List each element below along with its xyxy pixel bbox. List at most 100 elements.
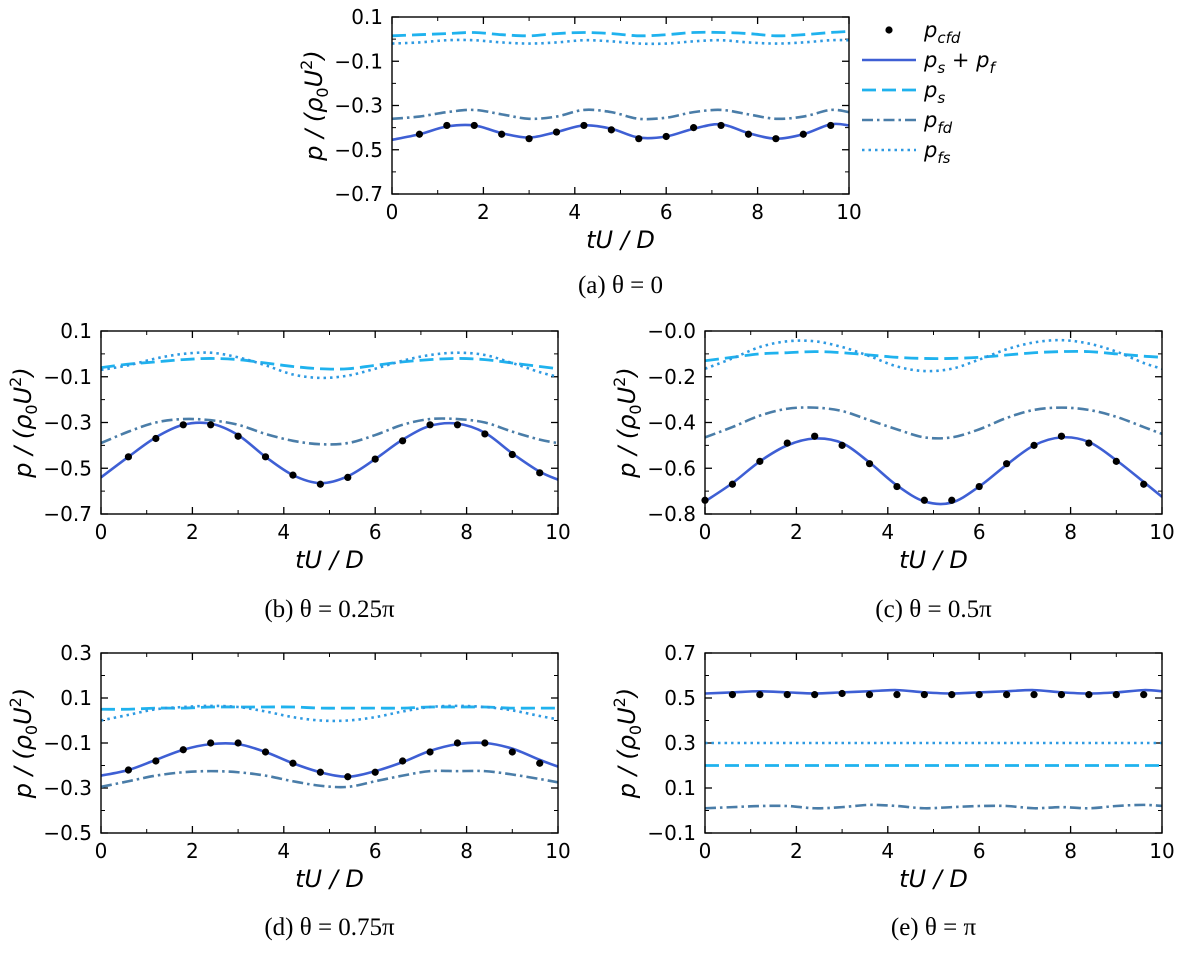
x-tick-label: 10 <box>836 200 861 224</box>
series-cfd-point <box>152 757 160 765</box>
series-cfd-point <box>152 434 160 443</box>
y-axis-label: p / (ρ0U2) <box>297 50 332 162</box>
x-tick-label: 0 <box>699 520 712 544</box>
plot-frame <box>100 652 559 834</box>
y-axis-label: p / (ρ0U2) <box>6 367 41 479</box>
x-tick-label: 4 <box>277 520 290 544</box>
series-cfd-point <box>124 453 133 461</box>
x-tick-label: 0 <box>95 839 108 863</box>
chart-panel-e: 0 2 4 6 8 10 −0.1 0.1 0.3 0.5 0.7 tU / D p / (ρ0U2) (… <box>610 641 1175 941</box>
series-cfd-point <box>1112 691 1120 699</box>
series-cfd-point <box>728 480 737 488</box>
x-tick-label: 6 <box>369 839 382 863</box>
series-cfd-point <box>811 432 819 440</box>
y-tick-label: −0.3 <box>334 94 383 118</box>
series-cfd-point <box>690 124 698 132</box>
series-cfd-point <box>426 748 434 756</box>
chart-panel-b: 0 2 4 6 8 10 −0.7 −0.5 −0.3 −0.1 0.1 tU / D p / (ρ0U… <box>6 319 571 623</box>
series-cfd-point <box>635 135 643 143</box>
series-cfd-point <box>261 453 270 461</box>
series-ps-line <box>392 29 849 38</box>
series-cfd-point <box>443 121 451 130</box>
series-cfd-point <box>316 768 324 776</box>
panel-caption: (d) θ = 0.75π <box>264 914 395 941</box>
series-ps-line <box>705 349 1162 363</box>
series-cfd-point <box>920 496 928 504</box>
series-cfd-point <box>344 773 352 781</box>
series-cfd-point <box>920 691 928 699</box>
series-cfd-point <box>289 471 297 479</box>
legend-item-pfs: pfs <box>862 138 951 167</box>
legend-item-ps: ps <box>862 78 945 107</box>
series-sum-line <box>705 688 1162 695</box>
series-cfd-point <box>975 482 983 491</box>
series-cfd-point <box>316 480 324 488</box>
panel-caption: (b) θ = 0.25π <box>264 596 395 623</box>
series-cfd-point <box>799 130 807 138</box>
y-tick-label: −0.3 <box>43 411 92 435</box>
chart-panel-c: 0 2 4 6 8 10 −0.8 −0.6 −0.4 −0.2 −0.0 tU / D p / (ρ0… <box>610 319 1175 623</box>
series-cfd-point <box>1085 439 1093 447</box>
x-tick-label: 6 <box>973 520 986 544</box>
x-tick-label: 0 <box>386 200 399 224</box>
y-tick-label: −0.5 <box>43 456 92 480</box>
y-tick-label: −0.1 <box>43 365 92 389</box>
series-sum-line <box>392 122 849 142</box>
legend-item-sum: ps + pf <box>862 48 997 77</box>
series-cfd-point <box>1057 691 1066 699</box>
y-tick-label: −0.3 <box>43 776 92 800</box>
legend-label: ps <box>923 78 945 107</box>
series-cfd-point <box>371 455 379 463</box>
series-cfd-point <box>1140 691 1148 699</box>
series-ps-line <box>101 357 558 371</box>
x-axis-label: tU / D <box>899 546 968 574</box>
series-cfd-point <box>525 135 533 143</box>
series-cfd-point <box>772 135 780 143</box>
series-cfd-point <box>426 421 434 429</box>
series-cfd-point <box>179 746 187 754</box>
y-axis-label: p / (ρ0U2) <box>610 367 645 479</box>
series-sum-line <box>705 435 1162 506</box>
series-cfd-point <box>975 691 983 699</box>
x-tick-label: 4 <box>568 200 581 224</box>
series-cfd-point <box>1112 457 1120 465</box>
series-cfd-point <box>811 691 819 699</box>
series-cfd-point <box>744 130 753 138</box>
x-tick-label: 8 <box>460 839 473 863</box>
y-tick-label: −0.7 <box>43 502 92 526</box>
chart-panel-a: 0 2 4 6 8 10 −0.7 −0.5 −0.3 −0.1 0.1 tU / D p / (ρ0U… <box>297 5 862 299</box>
series-pfd-line <box>101 417 558 446</box>
series-cfd-point <box>1057 432 1066 440</box>
y-tick-label: −0.2 <box>647 365 696 389</box>
series-cfd-point <box>865 691 874 699</box>
y-tick-label: −0.6 <box>647 456 696 480</box>
series-cfd-point <box>1140 480 1148 488</box>
series-cfd-point <box>893 691 901 699</box>
panel-caption: (a) θ = 0 <box>578 272 663 299</box>
series-cfd-point <box>756 691 764 699</box>
x-axis-label: tU / D <box>295 865 364 893</box>
legend-swatch <box>885 26 893 34</box>
series-cfd-point <box>371 768 379 776</box>
series-cfd-point <box>1085 691 1093 699</box>
plot-frame <box>391 16 850 195</box>
series-cfd-point <box>207 739 215 747</box>
series-cfd-point <box>470 121 478 130</box>
series-cfd-point <box>481 739 489 747</box>
series-cfd-point <box>783 691 791 699</box>
x-tick-label: 6 <box>660 200 673 224</box>
series-pfs-line <box>705 338 1162 373</box>
series-pfd-line <box>705 803 1162 810</box>
y-tick-label: −0.1 <box>334 49 383 73</box>
y-axis-label: p / (ρ0U2) <box>6 688 41 800</box>
series-pfd-line <box>705 406 1162 440</box>
plot-frame <box>100 330 559 515</box>
series-cfd-point <box>498 130 506 138</box>
series-cfd-point <box>580 121 588 130</box>
series-cfd-point <box>1030 691 1038 699</box>
x-tick-label: 0 <box>95 520 108 544</box>
series-ps-line <box>101 705 558 711</box>
x-tick-label: 4 <box>881 520 894 544</box>
legend-label: ps + pf <box>923 48 997 77</box>
